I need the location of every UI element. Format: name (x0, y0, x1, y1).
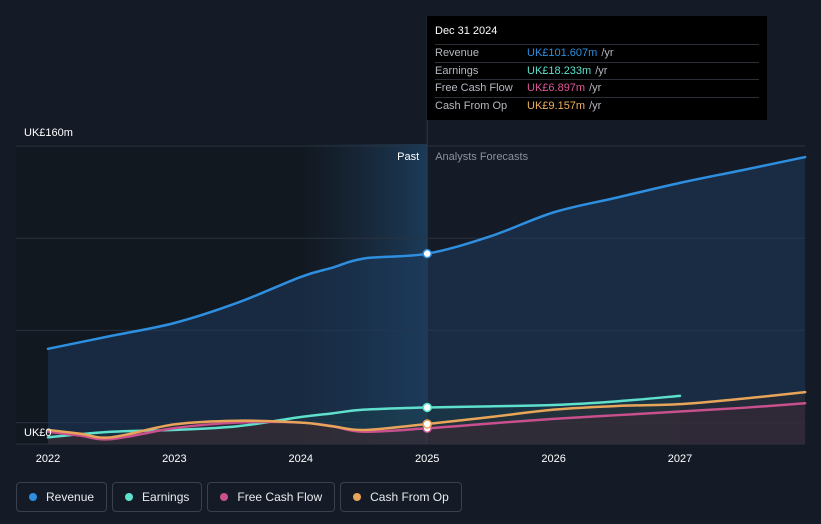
x-axis-ticks: 2022 2023 2024 2025 2026 2027 (36, 453, 692, 465)
cash-from-op-line (46, 390, 807, 439)
x-tick-label: 2025 (415, 453, 439, 465)
tooltip-row-cfo: Cash From Op UK£9.157m /yr (435, 96, 759, 115)
legend-item-earnings[interactable]: Earnings (112, 482, 203, 512)
x-tick-label: 2023 (162, 453, 186, 465)
legend-dot-icon (353, 493, 362, 501)
tooltip-label: Free Cash Flow (435, 82, 513, 95)
legend-label: Revenue (46, 490, 95, 504)
tooltip-unit: /yr (595, 64, 608, 77)
legend: Revenue Earnings Free Cash Flow Cash Fro… (16, 482, 462, 512)
y-tick-bottom: UK£0 (24, 427, 52, 439)
earnings-marker (422, 402, 432, 413)
series-lines (46, 155, 807, 441)
tooltip-value: UK£9.157m (527, 99, 586, 112)
earnings-area (48, 395, 680, 444)
revenue-line (46, 155, 807, 351)
tooltip-label: Earnings (435, 64, 479, 77)
free-cash-flow-area (48, 403, 806, 444)
legend-item-cash-from-op[interactable]: Cash From Op (340, 482, 462, 512)
legend-item-free-cash-flow[interactable]: Free Cash Flow (207, 482, 336, 512)
legend-dot-icon (125, 493, 134, 501)
cash-from-op-area (48, 392, 806, 444)
series-markers (422, 248, 432, 434)
tooltip-value: UK£101.607m (527, 47, 598, 60)
tooltip-unit: /yr (589, 99, 602, 112)
tooltip-row-earnings: Earnings UK£18.233m /yr (435, 61, 759, 80)
legend-dot-icon (29, 493, 37, 501)
legend-dot-icon (220, 493, 229, 501)
tooltip-label: Revenue (435, 47, 480, 60)
free-cash-flow-line (46, 401, 807, 441)
revenue-area (48, 157, 806, 444)
x-tick-label: 2024 (289, 453, 313, 465)
legend-item-revenue[interactable]: Revenue (16, 482, 108, 512)
past-label: Past (397, 151, 419, 163)
legend-label: Cash From Op (370, 490, 449, 504)
tooltip-value: UK£6.897m (527, 82, 586, 95)
cash-from-op-marker (422, 419, 432, 429)
x-tick-label: 2026 (541, 453, 565, 465)
x-tick-label: 2022 (36, 453, 60, 465)
tooltip-row-fcf: Free Cash Flow UK£6.897m /yr (435, 79, 759, 97)
forecast-label: Analysts Forecasts (435, 151, 528, 163)
y-tick-top: UK£160m (24, 127, 73, 139)
revenue-marker (422, 248, 432, 259)
x-tick-label: 2027 (668, 453, 692, 465)
legend-label: Earnings (142, 490, 190, 504)
tooltip-row-revenue: Revenue UK£101.607m /yr (435, 44, 759, 62)
tooltip-date: Dec 31 2024 (435, 25, 498, 37)
series-areas (48, 157, 806, 444)
tooltip: Dec 31 2024 Revenue UK£101.607m /yr Earn… (427, 16, 767, 120)
tooltip-unit: /yr (589, 82, 602, 95)
tooltip-value: UK£18.233m (527, 64, 592, 77)
tooltip-label: Cash From Op (435, 99, 508, 112)
tooltip-unit: /yr (601, 47, 614, 60)
legend-label: Free Cash Flow (237, 490, 323, 504)
